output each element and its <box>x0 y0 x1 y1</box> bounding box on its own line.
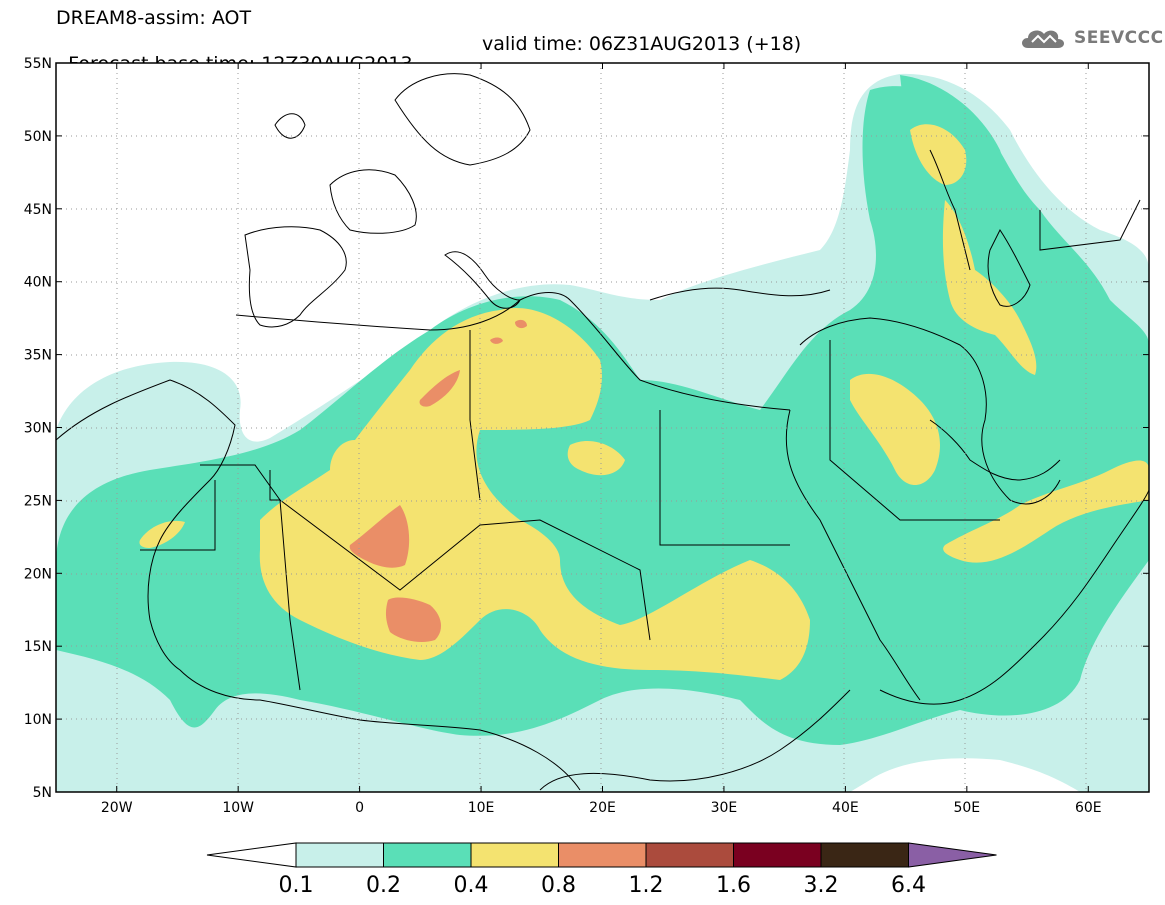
lat-label: 25N <box>24 493 52 509</box>
lon-label: 10W <box>222 800 254 816</box>
colorbar-swatch <box>558 842 647 868</box>
colorbar-swatch <box>295 842 384 868</box>
borders <box>56 73 1149 791</box>
lat-label: 10N <box>24 712 52 728</box>
colorbar-swatch <box>645 842 734 868</box>
aot-band-0.8-1.2-mali <box>349 505 410 568</box>
colorbar-swatch <box>383 842 472 868</box>
colorbar-label: 6.4 <box>891 873 926 898</box>
lat-label: 20N <box>24 566 52 582</box>
colorbar-over-arrow <box>908 842 997 868</box>
lat-label: 15N <box>24 639 52 655</box>
lon-label: 50E <box>953 800 980 816</box>
colorbar-label: 1.6 <box>716 873 751 898</box>
lat-label: 40N <box>24 275 52 291</box>
lon-label: 0 <box>355 800 364 816</box>
colorbar-label: 0.4 <box>454 873 489 898</box>
lon-label: 30E <box>711 800 738 816</box>
lon-label: 10E <box>468 800 495 816</box>
colorbar-label: 0.2 <box>366 873 401 898</box>
latitude-axis: 55N 50N 45N 40N 35N 30N 25N 20N 15N 10N 5N <box>24 56 1149 801</box>
valid-time-label: valid time: 06Z31AUG2013 (+18) <box>482 33 802 55</box>
colorbar: 0.1 0.2 0.4 0.8 1.2 1.6 3.2 6.4 <box>206 842 997 898</box>
seevccc-logo: SEEVCCC <box>1018 24 1164 52</box>
colorbar-label: 1.2 <box>629 873 664 898</box>
colorbar-label: 3.2 <box>804 873 839 898</box>
longitude-axis: 20W 10W 0 10E 20E 30E 40E 50E 60E <box>101 63 1102 816</box>
lon-label: 40E <box>832 800 859 816</box>
colorbar-swatch <box>733 842 822 868</box>
lat-label: 50N <box>24 129 52 145</box>
colorbar-swatch <box>470 842 559 868</box>
colorbar-under-arrow <box>206 842 297 868</box>
lat-label: 30N <box>24 421 52 437</box>
aot-band-0.4-0.8-arabia <box>850 373 940 485</box>
colorbar-label: 0.1 <box>279 873 314 898</box>
aot-field <box>56 73 1149 792</box>
lat-label: 35N <box>24 348 52 364</box>
lon-label: 60E <box>1075 800 1102 816</box>
lat-label: 45N <box>24 202 52 218</box>
lat-label: 55N <box>24 56 52 72</box>
aot-band-0.4-0.8-caspian <box>910 124 1037 375</box>
lon-label: 20W <box>101 800 133 816</box>
title-product: DREAM8-assim: AOT <box>56 7 252 29</box>
colorbar-swatch <box>820 842 909 868</box>
aot-band-0.4-0.8-sahara <box>259 308 811 680</box>
graticule <box>56 63 1149 792</box>
cloud-icon <box>1022 30 1064 48</box>
lat-label: 5N <box>33 785 52 801</box>
logo-text: SEEVCCC <box>1074 28 1164 48</box>
aot-band-0.8-1.2-niger <box>385 597 442 643</box>
colorbar-label: 0.8 <box>541 873 576 898</box>
lon-label: 20E <box>589 800 616 816</box>
